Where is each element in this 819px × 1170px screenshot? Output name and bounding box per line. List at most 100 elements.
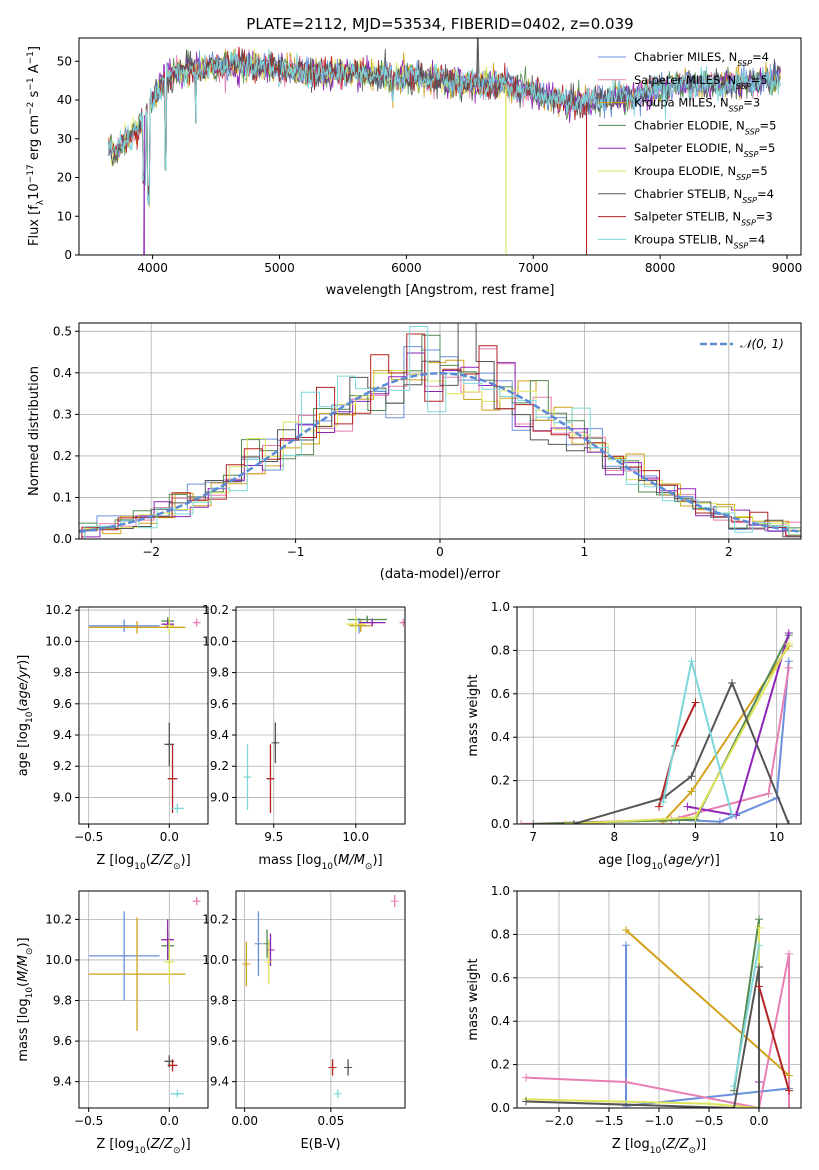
x-tick-label: 4000 xyxy=(137,261,168,275)
x-tick-label: 1 xyxy=(581,545,589,559)
plot-area xyxy=(242,895,399,1098)
x-tick-label: 7000 xyxy=(518,261,549,275)
data-point-marker xyxy=(163,935,172,944)
label-part: ⊙ xyxy=(365,862,373,872)
label-part: 10 xyxy=(134,862,146,872)
legend-text-part: =5 xyxy=(760,118,777,132)
legend-text-part: SSP xyxy=(745,127,760,136)
y-axis-label: mass weight xyxy=(466,674,481,756)
legend-text-part: =4 xyxy=(757,187,774,201)
plot-area xyxy=(243,615,405,814)
normal-reference-curve xyxy=(79,372,801,533)
x-tick-label: 0.0 xyxy=(160,830,179,844)
data-point-marker xyxy=(328,1063,337,1072)
label-part: M/M xyxy=(16,955,31,982)
y-tick-label: 9.6 xyxy=(210,697,229,711)
label-part: Flux [f xyxy=(27,205,42,246)
weight-point-marker xyxy=(755,982,763,991)
legend-label: Kroupa ELODIE, NSSP=5 xyxy=(634,164,768,182)
legend-text-part: =3 xyxy=(756,210,773,224)
weight-point-marker xyxy=(691,813,700,822)
y-tick-label: 10.0 xyxy=(45,953,72,967)
y-tick-label: 0.0 xyxy=(53,532,72,546)
data-point-marker xyxy=(333,1089,342,1098)
data-point-marker xyxy=(173,1089,182,1098)
label-part: ( xyxy=(146,853,151,868)
x-axis-label: Z [log10(Z/Z⊙)] xyxy=(612,1137,706,1156)
x-axis-label: Z [log10(Z/Z⊙)] xyxy=(96,853,190,872)
plot-area xyxy=(88,897,201,1098)
weight-point-marker xyxy=(764,789,773,798)
legend-text-part: =3 xyxy=(743,96,760,110)
weight-point-marker xyxy=(622,1077,630,1086)
label-part: A xyxy=(27,64,42,77)
weight-point-marker xyxy=(755,962,763,971)
label-part: ( xyxy=(146,1137,151,1152)
label-part: ⊙ xyxy=(25,948,35,956)
label-part: )] xyxy=(696,1137,706,1152)
legend-label: Chabrier STELIB, NSSP=4 xyxy=(634,187,774,205)
y-tick-label: 9.2 xyxy=(210,759,229,773)
y-tick-label: 0.0 xyxy=(491,1101,510,1115)
label-part: M/M xyxy=(338,853,365,868)
age-vs-metallicity-panel: −0.5 0.09.09.29.49.69.810.010.2Z [log10(Z… xyxy=(16,603,209,872)
label-part: 10 xyxy=(134,1146,146,1156)
label-part: 10 xyxy=(25,711,35,723)
legend-text-part: =4 xyxy=(748,232,765,246)
y-tick-label: 0.2 xyxy=(53,449,72,463)
y-tick-label: 1.0 xyxy=(491,600,510,614)
y-tick-label: 10.0 xyxy=(202,953,229,967)
legend-text-part: Chabrier ELODIE, N xyxy=(634,118,745,132)
data-point-marker xyxy=(120,951,129,960)
legend-text-part: =5 xyxy=(751,73,768,87)
legend-label: Salpeter MILES, NSSP=5 xyxy=(634,73,768,91)
data-point-marker xyxy=(390,897,399,906)
label-part: 10 xyxy=(650,1146,662,1156)
legend-text-part: Chabrier MILES, N xyxy=(634,50,737,64)
weight-point-marker xyxy=(529,820,538,824)
y-tick-label: 9.6 xyxy=(53,1034,72,1048)
data-point-marker xyxy=(264,957,273,966)
weight-line-0 xyxy=(679,661,790,823)
weight-point-marker xyxy=(755,923,763,932)
x-tick-label: 9.5 xyxy=(264,830,283,844)
weight-point-marker xyxy=(561,820,570,824)
weight-line-1 xyxy=(525,953,790,1108)
x-tick-label: 7 xyxy=(529,830,537,844)
x-tick-label: −0.5 xyxy=(694,1114,723,1128)
weight-point-marker xyxy=(622,926,630,935)
y-tick-label: 0.2 xyxy=(491,774,510,788)
y-tick-label: 50 xyxy=(57,54,72,68)
y-tick-label: 0.4 xyxy=(491,1014,510,1028)
label-part: age [log xyxy=(16,723,31,776)
legend-text-part: SSP xyxy=(729,104,744,113)
x-tick-label: 0.0 xyxy=(749,1114,768,1128)
label-part: erg cm xyxy=(27,115,42,164)
label-part: Z [log xyxy=(612,1137,650,1152)
weight-point-marker xyxy=(522,1073,530,1082)
x-tick-label: −0.5 xyxy=(74,830,103,844)
y-tick-label: 10.2 xyxy=(202,603,229,617)
x-tick-label: −0.5 xyxy=(74,1114,103,1128)
y-tick-label: 0.4 xyxy=(53,366,72,380)
label-part: mass [log xyxy=(258,853,321,868)
data-point-marker xyxy=(243,773,252,782)
x-tick-label: 9 xyxy=(692,830,700,844)
data-point-marker xyxy=(133,970,142,979)
y-tick-label: 0.1 xyxy=(53,490,72,504)
label-part: ⊙ xyxy=(173,862,181,872)
label-part: )] xyxy=(181,853,191,868)
weight-point-marker xyxy=(785,1086,793,1095)
y-tick-label: 9.4 xyxy=(53,728,72,742)
label-part: λ xyxy=(36,199,46,205)
histogram-series-2 xyxy=(84,359,801,539)
y-tick-label: 9.8 xyxy=(53,666,72,680)
weight-point-marker xyxy=(683,802,692,811)
label-part: ( xyxy=(333,853,338,868)
data-point-marker xyxy=(242,960,251,969)
label-part: 10 xyxy=(322,862,334,872)
histogram-series-3 xyxy=(79,334,801,539)
x-tick-label: 10 xyxy=(769,830,784,844)
axes-frame xyxy=(78,606,209,825)
plot-area xyxy=(79,323,801,539)
